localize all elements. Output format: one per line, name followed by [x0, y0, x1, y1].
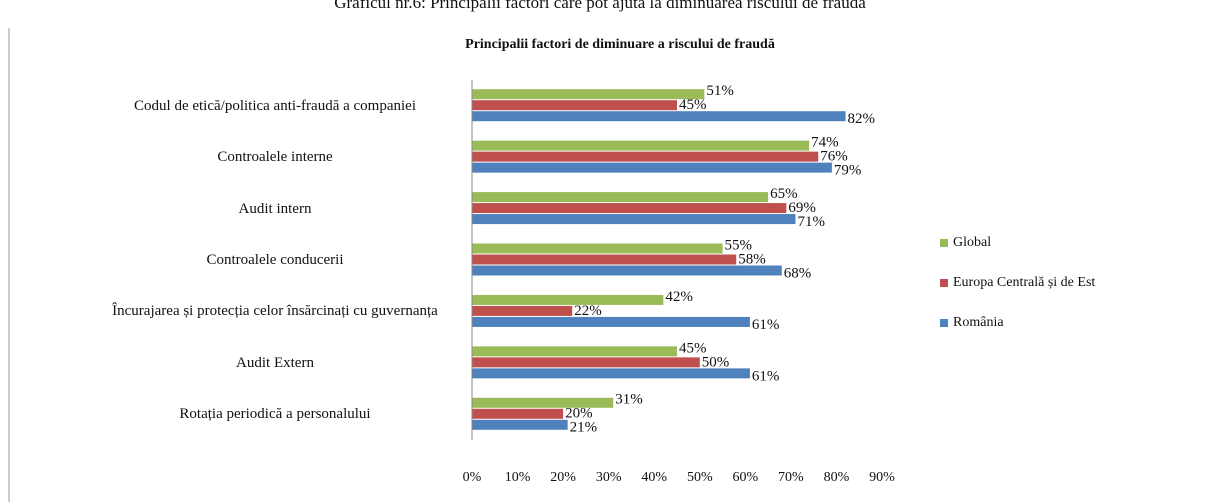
category-label: Controalele conducerii: [206, 252, 344, 268]
bar: [472, 346, 677, 357]
category-label: Rotația periodică a personalului: [179, 406, 371, 423]
legend-label: Europa Centrală și de Est: [953, 275, 1095, 290]
value-label: 20%: [565, 406, 593, 422]
value-label: 50%: [702, 354, 730, 370]
value-label: 21%: [570, 420, 598, 436]
value-label: 76%: [820, 149, 848, 165]
value-label: 51%: [706, 83, 734, 99]
value-label: 68%: [784, 265, 812, 281]
value-label: 71%: [797, 214, 825, 230]
bar: [472, 357, 700, 368]
bar: [472, 408, 564, 419]
bar: [472, 316, 750, 327]
legend-label: România: [953, 315, 1004, 330]
bar: [472, 162, 832, 173]
legend-swatch: [940, 239, 948, 247]
category-label: Încurajarea și protecția celor însărcina…: [112, 303, 438, 320]
x-tick-label: 10%: [505, 470, 531, 485]
value-label: 61%: [752, 317, 780, 333]
bar: [472, 305, 573, 316]
x-tick-label: 90%: [869, 470, 895, 485]
bar: [472, 254, 737, 265]
value-label: 82%: [848, 111, 876, 127]
value-label: 69%: [788, 200, 816, 216]
bar: [472, 419, 568, 430]
x-tick-label: 30%: [596, 470, 622, 485]
bar: [472, 89, 705, 100]
caption: Graficul nr.6: Principalii factori care …: [334, 0, 866, 12]
x-tick-label: 70%: [778, 470, 804, 485]
chart-title: Principalii factori de diminuare a riscu…: [465, 37, 775, 52]
bar: [472, 100, 677, 111]
category-label: Controalele interne: [217, 149, 333, 166]
category-label: Codul de etică/politica anti-fraudă a co…: [134, 97, 416, 114]
bar: [472, 192, 769, 203]
category-label: Audit intern: [238, 200, 312, 217]
x-tick-label: 60%: [732, 470, 758, 485]
value-label: 22%: [574, 303, 602, 319]
x-tick-label: 20%: [550, 470, 576, 485]
value-label: 55%: [725, 237, 753, 253]
legend-label: Global: [953, 235, 991, 250]
bar: [472, 294, 664, 305]
x-tick-label: 80%: [824, 470, 850, 485]
bar: [472, 151, 819, 162]
bar: [472, 203, 787, 214]
bar: [472, 214, 796, 225]
bar: [472, 140, 810, 151]
bar: [472, 368, 750, 379]
value-label: 42%: [665, 289, 693, 305]
legend-swatch: [940, 279, 948, 287]
bar: [472, 111, 846, 122]
value-label: 31%: [615, 392, 643, 408]
legend-swatch: [940, 319, 948, 327]
bar: [472, 265, 782, 276]
value-label: 61%: [752, 368, 780, 384]
value-label: 58%: [738, 251, 766, 267]
value-label: 45%: [679, 97, 707, 113]
category-label: Audit Extern: [236, 354, 314, 371]
value-label: 65%: [770, 186, 798, 202]
x-tick-label: 40%: [641, 470, 667, 485]
bar: [472, 397, 614, 408]
x-tick-label: 0%: [463, 470, 482, 485]
value-label: 45%: [679, 340, 707, 356]
x-tick-label: 50%: [687, 470, 713, 485]
bar: [472, 243, 723, 254]
value-label: 74%: [811, 135, 839, 151]
value-label: 79%: [834, 163, 862, 179]
